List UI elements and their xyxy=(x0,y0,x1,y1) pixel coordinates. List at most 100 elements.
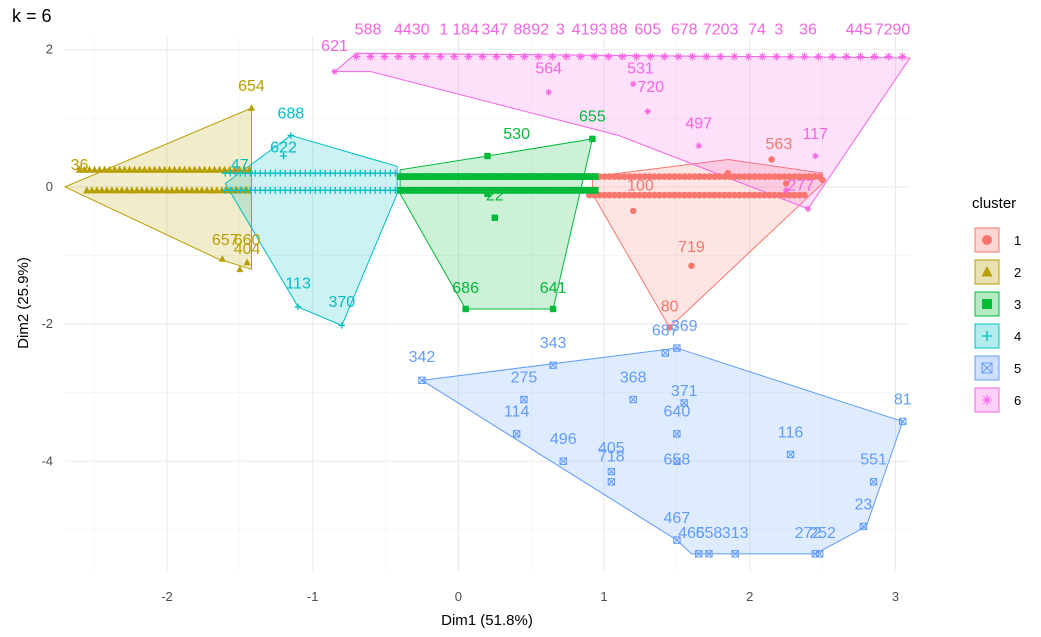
point-label: 313 xyxy=(722,525,749,542)
y-tick-label: -4 xyxy=(41,453,53,468)
cluster-points-6 xyxy=(331,68,819,213)
point-label: 678 xyxy=(671,22,698,39)
data-point xyxy=(800,52,809,61)
legend: cluster 1 2 3 4 5 6 xyxy=(972,195,1021,413)
data-point xyxy=(781,173,788,181)
point-label: 655 xyxy=(579,109,606,126)
point-label: 621 xyxy=(321,38,348,55)
data-point xyxy=(203,186,211,194)
point-label: 465 xyxy=(678,525,705,542)
point-label: 588 xyxy=(355,22,382,39)
data-point xyxy=(666,324,673,331)
data-point xyxy=(160,165,169,173)
point-label: 113 xyxy=(285,275,311,292)
data-point xyxy=(601,173,608,181)
data-point xyxy=(651,173,658,181)
data-point xyxy=(208,186,216,194)
cluster-band-6 xyxy=(352,52,907,61)
data-point xyxy=(394,52,403,61)
data-point xyxy=(621,173,628,181)
data-point xyxy=(190,165,199,173)
data-point xyxy=(676,173,683,181)
point-label: 343 xyxy=(540,335,567,352)
data-point xyxy=(551,186,559,194)
data-point xyxy=(686,191,693,199)
data-point xyxy=(801,191,808,199)
data-point xyxy=(731,173,738,181)
data-point xyxy=(476,186,484,194)
data-point xyxy=(90,165,99,173)
data-point xyxy=(446,186,454,194)
data-point xyxy=(695,142,702,149)
legend-item-6: 6 xyxy=(974,387,1021,413)
data-point xyxy=(225,165,234,173)
data-point xyxy=(220,165,229,173)
point-label: 275 xyxy=(511,369,538,386)
point-label: 657 xyxy=(212,232,239,249)
plot-panel xyxy=(65,36,910,571)
x-tick-label: 1 xyxy=(600,589,607,604)
point-label: 718 xyxy=(598,448,625,465)
data-point xyxy=(559,457,567,465)
data-point xyxy=(631,191,638,199)
data-point xyxy=(280,152,287,160)
data-point xyxy=(701,191,708,199)
data-point xyxy=(180,165,189,173)
data-point xyxy=(741,191,748,199)
point-label: 74 xyxy=(748,22,766,39)
data-point xyxy=(88,186,96,194)
data-point xyxy=(651,191,658,199)
data-point xyxy=(701,173,708,181)
data-point xyxy=(660,52,669,61)
data-point xyxy=(576,186,584,194)
data-point xyxy=(451,173,459,181)
data-point xyxy=(814,52,823,61)
data-point xyxy=(782,180,790,187)
data-point xyxy=(406,173,414,181)
data-point xyxy=(631,173,638,181)
data-point xyxy=(426,173,434,181)
data-point xyxy=(656,191,663,199)
data-point xyxy=(811,173,818,181)
data-point xyxy=(731,191,738,199)
data-point xyxy=(380,52,389,61)
data-point xyxy=(772,52,781,61)
data-point xyxy=(859,522,868,531)
legend-item-4: 4 xyxy=(974,323,1021,349)
data-point xyxy=(746,191,753,199)
data-point xyxy=(218,255,226,262)
data-point xyxy=(168,186,176,194)
data-point xyxy=(521,173,529,181)
data-point xyxy=(338,322,346,329)
data-point xyxy=(396,173,404,181)
data-point xyxy=(981,362,993,374)
point-label: 23 xyxy=(854,496,872,513)
data-point xyxy=(982,235,992,245)
data-point xyxy=(982,395,992,405)
data-point xyxy=(695,550,703,558)
point-label: 641 xyxy=(540,280,567,297)
point-label: 347 xyxy=(481,22,508,39)
data-point xyxy=(730,52,739,61)
point-label: 622 xyxy=(270,140,297,157)
data-point xyxy=(786,191,793,199)
data-point xyxy=(243,258,251,266)
point-label: 100 xyxy=(627,177,654,194)
data-point xyxy=(611,191,618,199)
data-point xyxy=(501,186,509,194)
data-point xyxy=(178,186,186,194)
data-point xyxy=(113,186,121,194)
data-point xyxy=(426,186,434,194)
data-point xyxy=(516,186,524,194)
data-point xyxy=(408,52,417,61)
data-point xyxy=(165,165,174,173)
data-point xyxy=(556,173,564,181)
y-tick-label: 2 xyxy=(46,42,53,57)
data-point xyxy=(744,52,753,61)
legend-label: 6 xyxy=(1014,393,1021,408)
data-point xyxy=(761,173,768,181)
data-point xyxy=(471,186,479,194)
data-point xyxy=(421,186,429,194)
data-point xyxy=(590,52,599,61)
